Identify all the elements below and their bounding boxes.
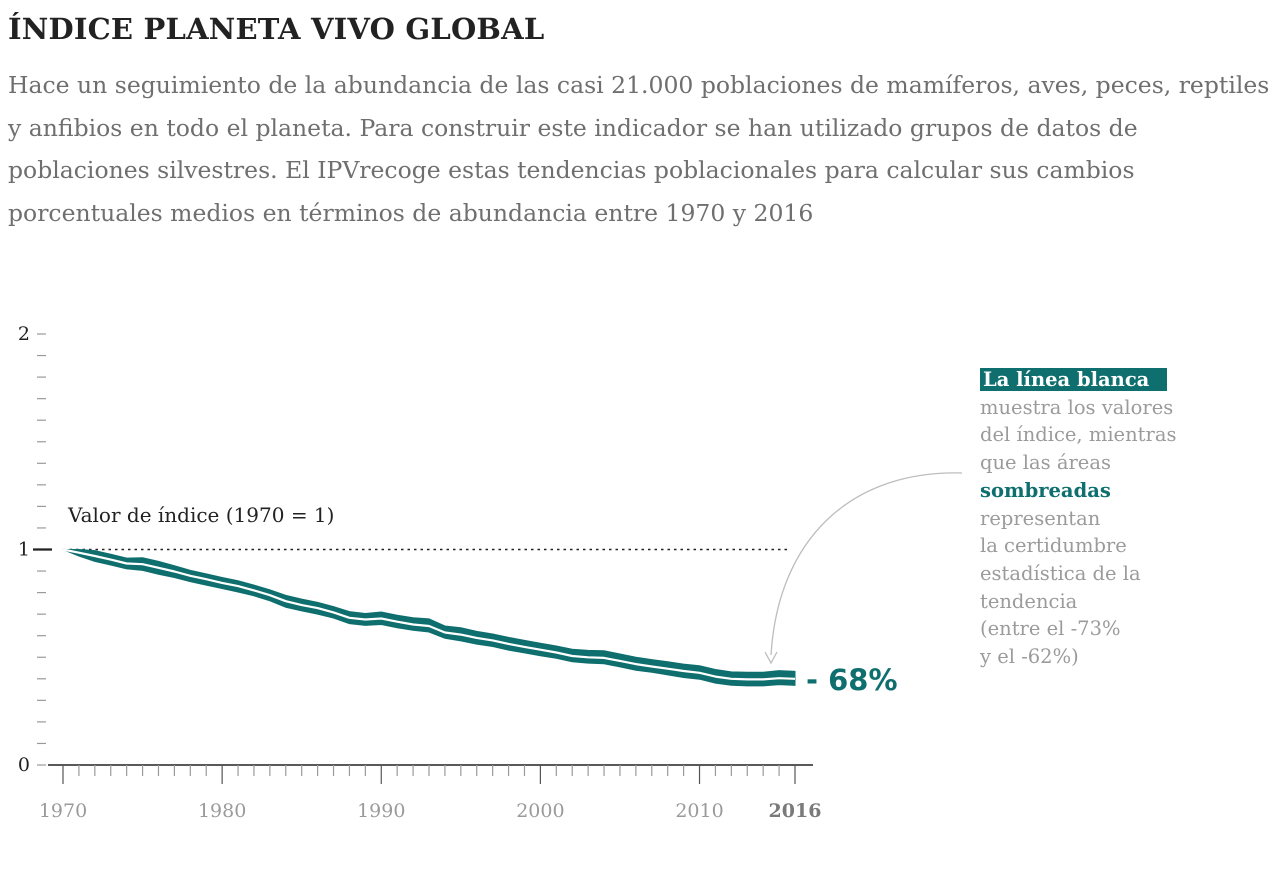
annotation-emphasis: sombreadas xyxy=(980,478,1111,502)
confidence-band xyxy=(62,549,796,687)
chart-subtitle: Hace un seguimiento de la abundancia de … xyxy=(8,71,1270,227)
x-tick-label: 2000 xyxy=(516,800,564,822)
chart-title: ÍNDICE PLANETA VIVO GLOBAL xyxy=(8,12,545,46)
x-tick-label: 1980 xyxy=(198,800,246,822)
annotation-line: muestra los valores xyxy=(980,395,1174,419)
y-tick-label: 2 xyxy=(18,323,30,345)
annotation-arrowhead xyxy=(764,651,778,665)
x-tick-label: 2010 xyxy=(675,800,723,822)
annotation-line: (entre el -73% xyxy=(980,617,1121,641)
y-axis-label: Valor de índice (1970 = 1) xyxy=(67,503,334,527)
y-tick-label: 1 xyxy=(18,539,30,561)
annotation-line: tendencia xyxy=(980,589,1078,613)
x-tick-label: 1990 xyxy=(357,800,405,822)
y-tick-label: 0 xyxy=(18,754,30,776)
annotation-line: que las áreas xyxy=(980,451,1111,475)
annotation-line: y el -62%) xyxy=(980,645,1079,669)
x-tick-label: 1970 xyxy=(39,800,87,822)
annotation-line: estadística de la xyxy=(980,561,1141,585)
annotation-line: la certidumbre xyxy=(980,534,1127,558)
end-value-label: - 68% xyxy=(806,663,898,697)
x-tick-label: 2016 xyxy=(769,800,822,822)
annotation-line: del índice, mientras xyxy=(980,423,1177,447)
chart-annotation: La línea blanca muestra los valores del … xyxy=(980,366,1240,671)
annotation-highlight: La línea blanca xyxy=(980,368,1168,391)
annotation-arrow xyxy=(770,472,963,656)
index-line xyxy=(62,548,796,681)
annotation-line: representan xyxy=(980,506,1101,530)
